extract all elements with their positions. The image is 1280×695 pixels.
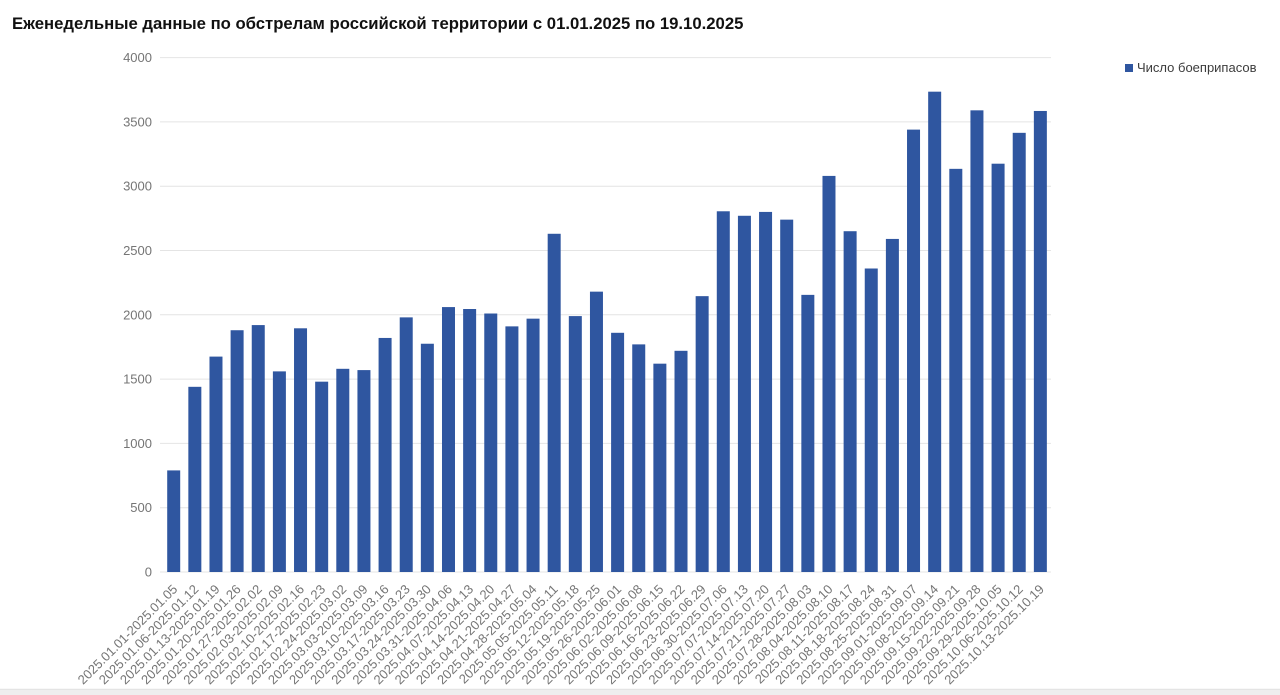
svg-text:Еженедельные данные по обстрел: Еженедельные данные по обстрелам российс… bbox=[12, 14, 743, 33]
svg-text:1000: 1000 bbox=[123, 436, 152, 451]
svg-text:4000: 4000 bbox=[123, 50, 152, 65]
svg-text:3500: 3500 bbox=[123, 114, 152, 129]
svg-text:3000: 3000 bbox=[123, 179, 152, 194]
svg-text:2500: 2500 bbox=[123, 243, 152, 258]
svg-text:1500: 1500 bbox=[123, 372, 152, 387]
svg-text:2000: 2000 bbox=[123, 307, 152, 322]
svg-text:0: 0 bbox=[145, 565, 152, 580]
svg-text:Число боеприпасов: Число боеприпасов bbox=[1137, 60, 1257, 75]
svg-text:500: 500 bbox=[130, 500, 152, 515]
